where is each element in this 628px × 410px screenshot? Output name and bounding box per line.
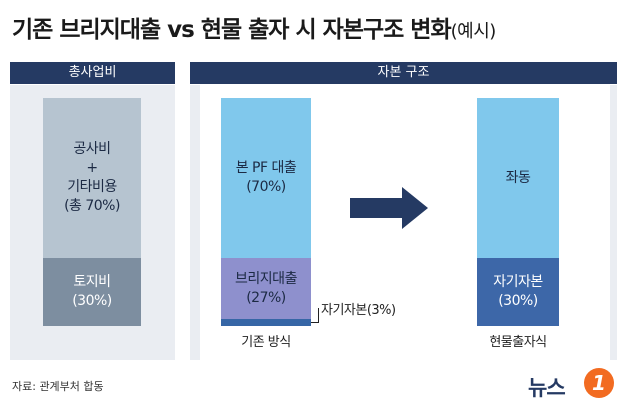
existing-method-caption: 기존 방식 — [241, 335, 291, 350]
construction-cost-label: 공사비 — [73, 141, 111, 157]
title-main: 기존 브리지대출 vs 현물 출자 시 자본구조 변화 — [12, 17, 452, 43]
header-capital-structure: 자본 구조 — [190, 62, 617, 84]
logo-mark: 1 — [584, 368, 614, 398]
land-cost-label: 토지비 — [73, 274, 111, 290]
construction-cost-block: 공사비 + 기타비용 (총 70%) — [43, 98, 141, 258]
same-as-before-label: 좌동 — [505, 169, 531, 186]
construction-cost-percent: (총 70%) — [64, 198, 120, 214]
bridge-loan-percent: (27%) — [246, 289, 286, 306]
logo-text: 뉴스 — [528, 376, 566, 400]
source-note: 자료: 관계부처 합동 — [12, 380, 104, 393]
land-cost-percent: (30%) — [72, 293, 112, 309]
inkind-equity-label: 자기자본 — [493, 274, 543, 290]
other-cost-label: 기타비용 — [67, 179, 117, 195]
inkind-method-caption: 현물출자식 — [489, 335, 547, 350]
equity-leader-vertical — [318, 308, 319, 323]
bridge-loan-block: 브리지대출 (27%) — [221, 258, 311, 319]
existing-equity-callout: 자기자본(3%) — [321, 303, 396, 318]
same-as-before-block: 좌동 — [477, 98, 559, 258]
page-title: 기존 브리지대출 vs 현물 출자 시 자본구조 변화(예시) — [12, 10, 496, 44]
pf-loan-block: 본 PF 대출 (70%) — [221, 98, 311, 258]
existing-equity-block — [221, 319, 311, 326]
pf-loan-percent: (70%) — [246, 179, 286, 195]
pf-loan-label: 본 PF 대출 — [235, 160, 297, 176]
equity-leader-horizontal — [311, 322, 319, 323]
header-total-cost: 총사업비 — [10, 62, 175, 84]
plus-sign: + — [86, 160, 98, 176]
news1-logo: 뉴스 1 — [528, 368, 614, 402]
right-arrow-icon — [350, 187, 428, 229]
inkind-equity-percent: (30%) — [498, 293, 538, 309]
inkind-equity-block: 자기자본 (30%) — [477, 258, 559, 326]
title-suffix: (예시) — [450, 21, 497, 42]
bridge-loan-label: 브리지대출 — [235, 270, 297, 287]
land-cost-block: 토지비 (30%) — [43, 258, 141, 326]
